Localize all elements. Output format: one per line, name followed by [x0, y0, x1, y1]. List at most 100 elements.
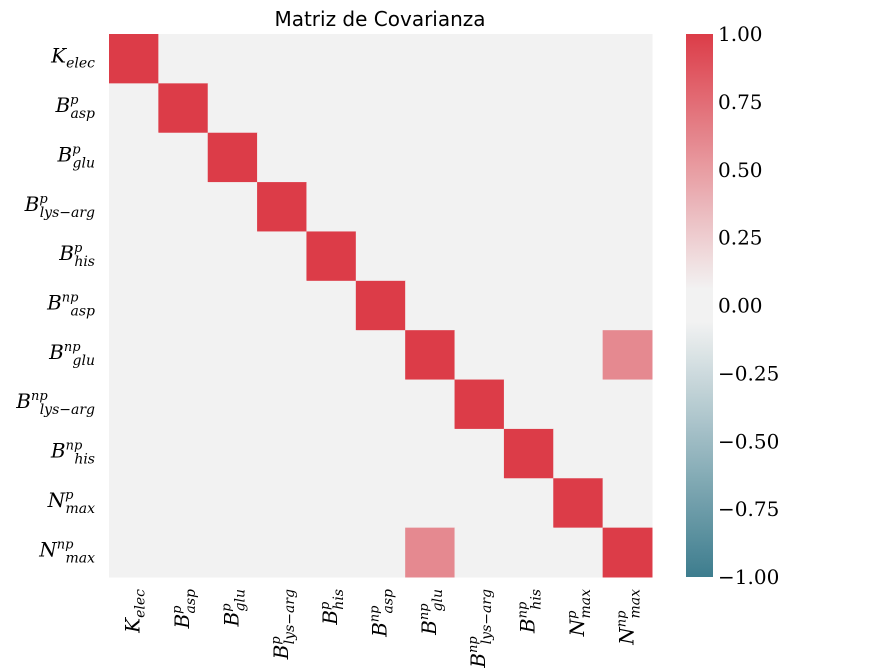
- heatmap-cell: [602, 478, 653, 529]
- heatmap-cell: [454, 83, 505, 134]
- colorbar-tick-label: 0.25: [718, 226, 763, 250]
- heatmap-cell: [602, 34, 653, 84]
- heatmap-cell: [257, 478, 307, 529]
- heatmap-cell: [454, 478, 505, 529]
- colorbar-ticks: 1.00 0.75 0.50 0.25 0.00 −0.25 −0.50 −0.75 −1.00: [718, 22, 779, 589]
- heatmap-cell: [602, 83, 653, 134]
- heatmap-cell: [405, 182, 456, 232]
- row-label: Bnp his: [50, 439, 95, 468]
- heatmap-cell: [405, 231, 456, 282]
- heatmap-cell: [257, 34, 307, 84]
- heatmap-cell: [553, 379, 604, 430]
- heatmap-cell: [306, 379, 357, 430]
- heatmap-cell: [257, 280, 307, 331]
- heatmap-cell: [306, 478, 357, 529]
- heatmap-cell: [109, 428, 159, 479]
- heatmap-cell: [158, 83, 209, 134]
- heatmap-cell: [109, 132, 159, 183]
- column-label: Bplys−arg: [269, 589, 298, 660]
- heatmap-cell: [207, 182, 258, 232]
- heatmap-cell: [306, 34, 357, 84]
- heatmap-cell: [602, 527, 653, 578]
- colorbar-tick-label: 0.00: [718, 294, 763, 318]
- heatmap-cell: [306, 83, 357, 134]
- row-label: Bnp glu: [48, 340, 95, 369]
- colorbar-tick-label: 1.00: [718, 22, 763, 46]
- heatmap-cell: [503, 527, 554, 578]
- heatmap-cell: [553, 478, 604, 529]
- heatmap-cell: [207, 478, 258, 529]
- heatmap-cell: [602, 231, 653, 282]
- colorbar-tick-label: −0.75: [718, 497, 779, 521]
- heatmap-cell: [602, 330, 653, 381]
- heatmap-cell: [405, 83, 456, 134]
- column-label: Bnpasp: [368, 589, 397, 638]
- colorbar-tick-label: −0.25: [718, 361, 779, 385]
- heatmap-cell: [602, 428, 653, 479]
- heatmap-cell: [158, 428, 209, 479]
- heatmap-cell: [503, 231, 554, 282]
- heatmap-cell: [207, 83, 258, 134]
- heatmap-cell: [306, 527, 357, 578]
- heatmap-cell: [602, 132, 653, 183]
- heatmap-cell: [109, 83, 159, 134]
- heatmap-cell: [109, 231, 159, 282]
- heatmap-cell: [454, 280, 505, 331]
- heatmap-cell: [405, 34, 456, 84]
- heatmap-cell: [553, 182, 604, 232]
- heatmap-cell: [405, 379, 456, 430]
- heatmap-cell: [553, 280, 604, 331]
- heatmap-cell: [158, 231, 209, 282]
- heatmap-cell: [503, 379, 554, 430]
- heatmap-cell: [602, 379, 653, 430]
- heatmap-cell: [355, 527, 406, 578]
- heatmap-cell: [405, 478, 456, 529]
- heatmap-cell: [454, 428, 505, 479]
- heatmap-cell: [553, 330, 604, 381]
- heatmap-cell: [257, 132, 307, 183]
- heatmap-cell: [553, 527, 604, 578]
- heatmap-cell: [503, 280, 554, 331]
- heatmap-cell: [602, 182, 653, 232]
- heatmap-cell: [454, 330, 505, 381]
- heatmap-cell: [257, 330, 307, 381]
- heatmap-cell: [503, 132, 554, 183]
- heatmap-cell: [158, 478, 209, 529]
- heatmap-cell: [355, 478, 406, 529]
- heatmap-cell: [503, 34, 554, 84]
- heatmap-cell: [355, 428, 406, 479]
- heatmap-cell: [306, 231, 357, 282]
- heatmap-cell: [158, 527, 209, 578]
- heatmap-cell: [454, 34, 505, 84]
- colorbar: [686, 34, 713, 577]
- heatmap-cell: [602, 280, 653, 331]
- heatmap-cell: [405, 330, 456, 381]
- colorbar-tick-label: −0.50: [718, 429, 779, 453]
- heatmap-cell: [553, 132, 604, 183]
- column-label: Npmax: [565, 589, 594, 637]
- row-label: Bp glu: [57, 142, 96, 171]
- column-label: Nnpmax: [614, 589, 643, 646]
- colorbar-tick-label: 0.75: [718, 90, 763, 114]
- heatmap-cell: [257, 83, 307, 134]
- heatmap-cell: [109, 182, 159, 232]
- heatmap-cell: [109, 527, 159, 578]
- heatmap-cell: [306, 280, 357, 331]
- row-label: Np max: [47, 488, 95, 517]
- heatmap-cells: [109, 34, 653, 578]
- column-label: Bnplys−arg: [466, 589, 495, 669]
- heatmap-cell: [355, 34, 406, 84]
- heatmap-cell: [503, 330, 554, 381]
- heatmap-cell: [207, 379, 258, 430]
- heatmap-cell: [306, 132, 357, 183]
- heatmap-cell: [158, 280, 209, 331]
- heatmap-cell: [454, 132, 505, 183]
- heatmap-cell: [355, 132, 406, 183]
- heatmap-cell: [109, 34, 159, 84]
- heatmap-cell: [355, 280, 406, 331]
- heatmap-cell: [207, 527, 258, 578]
- heatmap-cell: [158, 182, 209, 232]
- heatmap-cell: [207, 34, 258, 84]
- heatmap-cell: [553, 83, 604, 134]
